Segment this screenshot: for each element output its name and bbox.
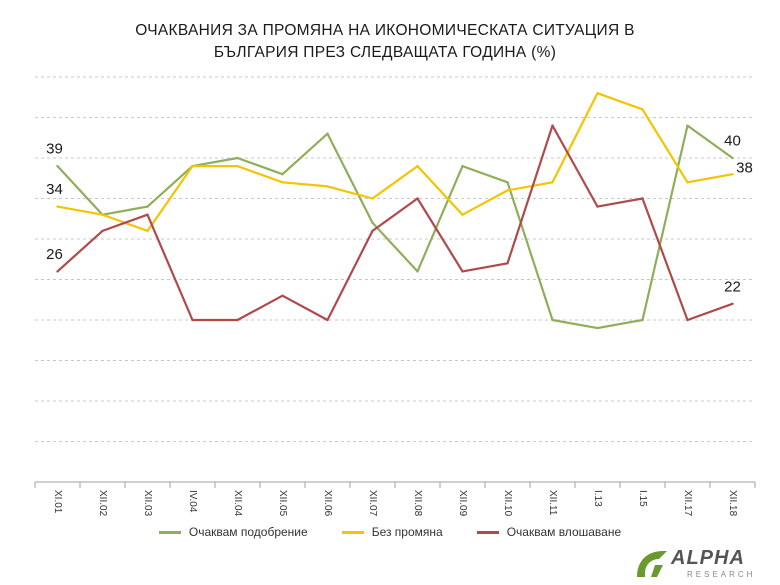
series-worsening-point: [416, 197, 419, 200]
legend-label-worsening: Очаквам влошаване: [506, 525, 622, 539]
series-worsening-point: [191, 318, 194, 322]
x-tick-label: XII.03: [142, 490, 153, 517]
x-tick-label: XII.05: [277, 490, 288, 517]
series-no-change-point: [236, 164, 239, 168]
series-no-change-point: [371, 197, 374, 200]
x-tick-label: XII.02: [97, 490, 108, 517]
series-no-change-point: [56, 205, 59, 208]
series-worsening-point: [326, 318, 329, 322]
x-tick-label: XI.01: [52, 490, 63, 514]
series-no-change-line: [57, 92, 733, 232]
series-improvement-line: [56, 124, 734, 330]
data-label: 39: [46, 141, 63, 158]
data-label: 40: [724, 133, 741, 150]
series-no-change-point: [551, 181, 554, 184]
series-no-change-point: [281, 181, 284, 184]
x-tick-label: XII.18: [727, 490, 738, 517]
series-worsening-point: [146, 213, 149, 216]
series-improvement-point: [236, 156, 239, 160]
series-no-change-point: [506, 189, 509, 192]
legend-item-improvement: Очаквам подобрение: [158, 525, 308, 539]
legend-swatch-no-change: [341, 530, 364, 534]
series-worsening-point: [551, 124, 554, 127]
data-label: 34: [46, 181, 63, 198]
x-tick-label: XII.17: [682, 490, 693, 517]
series-worsening-point: [101, 229, 104, 233]
series-improvement-point: [371, 221, 374, 224]
legend-swatch-improvement: [158, 530, 181, 534]
x-tick-label: I.13: [592, 490, 603, 507]
series-no-change-point: [596, 92, 599, 95]
series-improvement-point: [506, 181, 509, 184]
chart-title-line-2: БЪЛГАРИЯ ПРЕЗ СЛЕДВАЩАТА ГОДИНА (%): [213, 44, 557, 61]
legend-label-no-change: Без промяна: [371, 525, 443, 539]
series-improvement-point: [551, 318, 554, 322]
legend: Очаквам подобрение Без промяна Очаквам в…: [0, 525, 780, 539]
data-labels: 39 34 26 40 38 22: [46, 133, 753, 296]
series-lines: [56, 92, 734, 330]
x-tick-label: XII.08: [412, 490, 423, 517]
series-improvement-point: [461, 164, 464, 168]
x-tick-label: XII.07: [367, 490, 378, 517]
series-improvement-point: [686, 124, 689, 127]
series-worsening-point: [596, 205, 599, 208]
legend-item-no-change: Без промяна: [341, 525, 443, 539]
x-tick-label: IV.04: [187, 490, 198, 513]
series-no-change-point: [416, 164, 419, 168]
series-worsening-point: [506, 262, 509, 265]
series-worsening-point: [731, 302, 734, 305]
series-no-change-point: [461, 213, 464, 216]
series-no-change-point: [686, 181, 689, 184]
series-no-change-point: [146, 229, 149, 233]
series-improvement-point: [326, 132, 329, 135]
x-axis: XI.01 XII.02 XII.03 IV.04 XII.04 XII.05 XII.06…: [34, 481, 756, 517]
data-label: 22: [724, 278, 741, 295]
series-improvement-point: [281, 173, 284, 176]
series-no-change-point: [731, 173, 734, 176]
series-improvement-point: [56, 164, 59, 168]
x-tick-label: XII.06: [322, 490, 333, 517]
x-tick-label: XII.11: [547, 490, 558, 516]
logo-subtext: RESEARCH: [687, 570, 756, 579]
series-worsening-point: [641, 197, 644, 200]
series-no-change-point: [326, 185, 329, 188]
series-no-change-point: [641, 108, 644, 111]
data-label: 26: [46, 246, 63, 263]
legend-label-improvement: Очаквам подобрение: [188, 525, 308, 539]
series-improvement-point: [641, 318, 644, 322]
series-worsening-point: [686, 318, 689, 322]
series-improvement-point: [146, 205, 149, 208]
legend-item-worsening: Очаквам влошаване: [476, 525, 622, 539]
series-no-change-point: [191, 164, 194, 168]
grid-lines: [35, 76, 755, 442]
x-tick-label: XII.10: [502, 490, 513, 517]
series-improvement-point: [416, 270, 419, 273]
data-label: 38: [736, 160, 753, 177]
series-worsening-line: [56, 124, 733, 322]
series-no-change-point: [101, 213, 104, 216]
series-improvement-point: [731, 156, 734, 160]
series-worsening-point: [56, 270, 59, 273]
series-improvement-point: [596, 326, 599, 330]
chart-title-line-1: ОЧАКВАНИЯ ЗА ПРОМЯНА НА ИКОНОМИЧЕСКАТА С…: [135, 22, 635, 39]
logo-mark-icon: [637, 551, 667, 577]
alpha-research-logo: ALPHA RESEARCH: [633, 547, 773, 583]
x-tick-label: XII.09: [457, 490, 468, 517]
series-worsening-point: [371, 229, 374, 233]
chart-title: ОЧАКВАНИЯ ЗА ПРОМЯНА НА ИКОНОМИЧЕСКАТА С…: [60, 20, 710, 64]
legend-swatch-worsening: [476, 530, 499, 534]
x-tick-label: XII.04: [232, 490, 243, 517]
series-worsening-point: [461, 270, 464, 273]
x-tick-label: I.15: [637, 490, 648, 507]
series-worsening-point: [236, 318, 239, 322]
logo-text: ALPHA: [671, 547, 745, 569]
series-worsening-point: [281, 294, 284, 297]
